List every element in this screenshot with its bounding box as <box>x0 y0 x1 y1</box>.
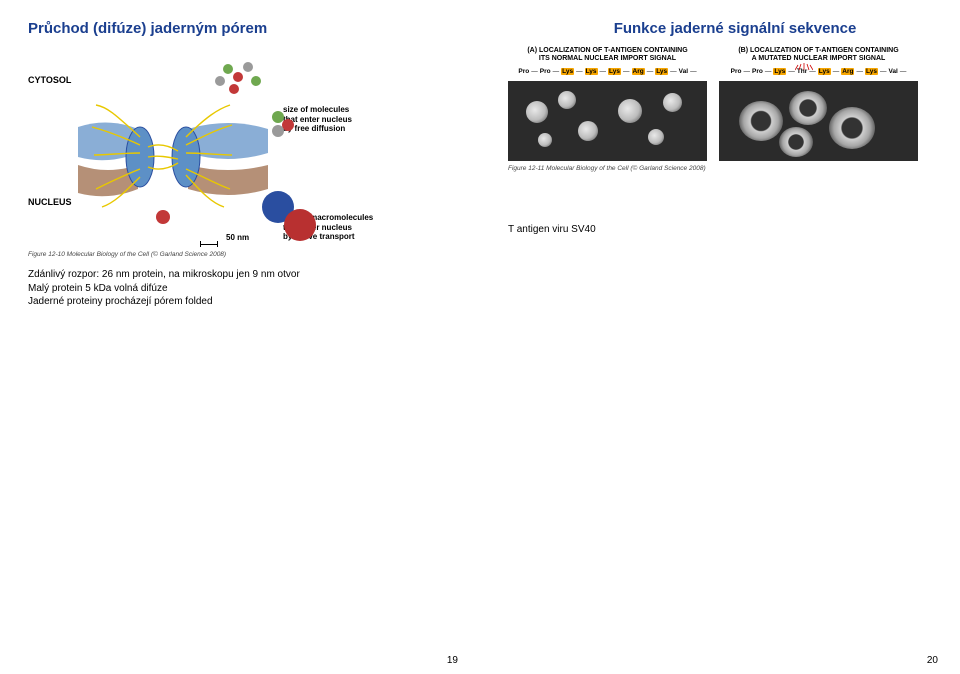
panel-b-title: (B) LOCALIZATION OF T-ANTIGEN CONTAINING… <box>719 47 918 64</box>
slide-left: Průchod (difúze) jaderným pórem CYTOSOL … <box>0 0 480 674</box>
page-number-left: 19 <box>447 655 458 666</box>
pore-figure: CYTOSOL NUCLEUS size of molecules that e… <box>28 45 408 245</box>
panel-b-micrograph <box>719 81 918 161</box>
panel-b: (B) LOCALIZATION OF T-ANTIGEN CONTAINING… <box>719 47 918 161</box>
slide-right: Funkce jaderné signální sekvence (A) LOC… <box>480 0 960 674</box>
mutated-residue: Thr <box>797 68 807 75</box>
caption-left-line1: Zdánlivý rozpor: 26 nm protein, na mikro… <box>28 268 452 282</box>
tantigen-label: T antigen viru SV40 <box>508 224 932 235</box>
label-cytosol: CYTOSOL <box>28 75 71 85</box>
panel-a-sequence: Pro— Pro— Lys— Lys— Lys— Arg— Lys— Val— <box>508 68 707 75</box>
caption-left: Zdánlivý rozpor: 26 nm protein, na mikro… <box>28 268 452 309</box>
panel-a: (A) LOCALIZATION OF T-ANTIGEN CONTAINING… <box>508 47 707 161</box>
label-nucleus: NUCLEUS <box>28 197 72 207</box>
citation-right: Figure 12-11 Molecular Biology of the Ce… <box>508 165 932 172</box>
slide-left-title: Průchod (difúze) jaderným pórem <box>28 20 452 37</box>
citation-left: Figure 12-10 Molecular Biology of the Ce… <box>28 251 452 258</box>
caption-left-line2: Malý protein 5 kDa volná difúze <box>28 282 452 296</box>
panel-a-micrograph <box>508 81 707 161</box>
slide-right-title: Funkce jaderné signální sekvence <box>538 20 932 37</box>
pore-svg <box>78 57 378 252</box>
panel-a-title: (A) LOCALIZATION OF T-ANTIGEN CONTAINING… <box>508 47 707 64</box>
page-number-right: 20 <box>927 655 938 666</box>
panels-row: (A) LOCALIZATION OF T-ANTIGEN CONTAINING… <box>508 47 918 161</box>
panel-b-sequence: Pro— Pro— Lys— Thr — Lys— Arg— Lys— <box>719 68 918 75</box>
caption-left-line3: Jaderné proteiny procházejí pórem folded <box>28 295 452 309</box>
